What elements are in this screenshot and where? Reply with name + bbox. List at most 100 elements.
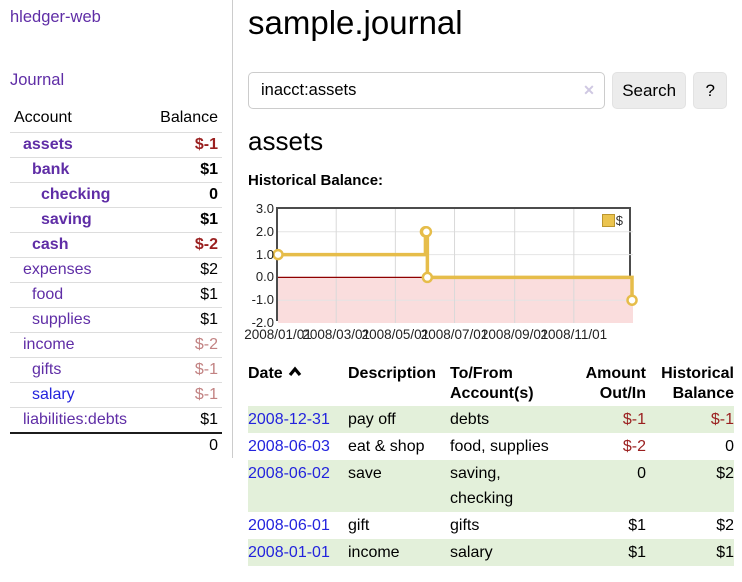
account-balance: $1 bbox=[145, 407, 222, 433]
register-header-date[interactable]: Date bbox=[248, 363, 348, 406]
sidebar-account-link[interactable]: gifts bbox=[32, 361, 62, 378]
register-accounts: gifts bbox=[450, 517, 480, 534]
register-balance: 0 bbox=[725, 438, 734, 455]
account-row: checking 0 bbox=[10, 182, 222, 208]
register-table: Date Description To/From Account(s) Amou… bbox=[248, 363, 734, 566]
account-row: food $1 bbox=[10, 282, 222, 308]
sidebar-account-link[interactable]: assets bbox=[23, 136, 73, 153]
help-button[interactable]: ? bbox=[693, 72, 727, 109]
page-title: sample.journal bbox=[248, 4, 463, 41]
x-tick-label: 2008/07/01 bbox=[420, 327, 489, 342]
account-row: gifts $-1 bbox=[10, 357, 222, 383]
register-row: 2008-06-02 save saving, checking 0 $2 bbox=[248, 460, 734, 512]
historical-balance-chart[interactable]: $ 3.0 2.0 1.0 0.0 -1.0 -2.0 2008/01/01 2008/03… bbox=[244, 201, 718, 349]
register-accounts: food, supplies bbox=[450, 438, 549, 455]
register-header-row: Date Description To/From Account(s) Amou… bbox=[248, 363, 734, 406]
x-tick-label: 2008/11/01 bbox=[540, 327, 608, 342]
register-date-link[interactable]: 2008-06-03 bbox=[248, 438, 330, 455]
register-row: 2008-06-01 gift gifts $1 $2 bbox=[248, 512, 734, 539]
account-balance: $2 bbox=[145, 257, 222, 283]
register-date-link[interactable]: 2008-01-01 bbox=[248, 544, 330, 561]
account-row: saving $1 bbox=[10, 207, 222, 233]
register-description: save bbox=[348, 465, 382, 482]
legend-label: $ bbox=[615, 213, 623, 228]
sidebar: hledger-web Journal Account Balance asse… bbox=[0, 0, 233, 458]
x-tick-label: 2008/03/01 bbox=[302, 327, 370, 342]
sidebar-journal-link[interactable]: Journal bbox=[10, 71, 65, 89]
legend-swatch-icon bbox=[601, 214, 615, 227]
chart-canvas bbox=[272, 209, 638, 323]
sort-ascending-icon bbox=[288, 366, 301, 377]
sidebar-account-link[interactable]: salary bbox=[32, 386, 75, 403]
account-row: salary $-1 bbox=[10, 382, 222, 408]
register-balance: $1 bbox=[716, 544, 734, 561]
register-accounts: debts bbox=[450, 411, 490, 428]
sidebar-account-link[interactable]: supplies bbox=[32, 311, 91, 328]
app-brand-link[interactable]: hledger-web bbox=[10, 8, 101, 26]
sidebar-account-link[interactable]: bank bbox=[32, 161, 70, 178]
y-tick-label: -1.0 bbox=[251, 292, 274, 308]
register-header-balance: Historical Balance bbox=[661, 365, 734, 402]
accounts-total-row: 0 bbox=[10, 432, 222, 458]
account-balance: $-1 bbox=[145, 382, 222, 408]
y-tick-label: 1.0 bbox=[255, 246, 274, 262]
account-row: assets $-1 bbox=[10, 132, 222, 158]
account-balance: 0 bbox=[145, 182, 222, 208]
account-row: cash $-2 bbox=[10, 232, 222, 258]
sidebar-account-link[interactable]: checking bbox=[41, 186, 111, 203]
chart-legend: $ bbox=[601, 213, 623, 228]
chart-title: Historical Balance: bbox=[248, 172, 384, 189]
sidebar-account-link[interactable]: cash bbox=[32, 236, 69, 253]
register-balance: $-1 bbox=[710, 411, 734, 428]
y-tick-label: -2.0 bbox=[251, 315, 274, 330]
x-tick-label: 2008/09/01 bbox=[480, 327, 549, 342]
register-amount: 0 bbox=[637, 465, 646, 482]
account-row: income $-2 bbox=[10, 332, 222, 358]
accounts-header-balance: Balance bbox=[160, 109, 218, 126]
y-tick-label: 3.0 bbox=[255, 201, 274, 216]
register-balance: $2 bbox=[716, 465, 734, 482]
register-date-link[interactable]: 2008-12-31 bbox=[248, 411, 330, 428]
account-balance: $-2 bbox=[145, 332, 222, 358]
register-amount: $1 bbox=[628, 544, 646, 561]
register-header-amount: Amount Out/In bbox=[585, 365, 646, 402]
account-balance: $1 bbox=[145, 307, 222, 333]
search-button[interactable]: Search bbox=[611, 72, 687, 109]
register-date-link[interactable]: 2008-06-01 bbox=[248, 517, 330, 534]
register-description: pay off bbox=[348, 411, 396, 428]
register-header-accounts: To/From Account(s) bbox=[450, 365, 534, 402]
y-tick-label: 2.0 bbox=[255, 223, 274, 239]
register-row: 2008-06-03 eat & shop food, supplies $-2 0 bbox=[248, 433, 734, 460]
y-tick-label: 0.0 bbox=[255, 269, 274, 285]
register-amount: $1 bbox=[628, 517, 646, 534]
account-row: expenses $2 bbox=[10, 257, 222, 283]
register-date-link[interactable]: 2008-06-02 bbox=[248, 465, 330, 482]
account-balance: $-2 bbox=[145, 232, 222, 258]
search-input[interactable] bbox=[248, 72, 605, 109]
accounts-header-row: Account Balance bbox=[10, 107, 222, 133]
register-amount: $-2 bbox=[622, 438, 646, 455]
sidebar-account-link[interactable]: liabilities:debts bbox=[23, 411, 128, 428]
register-accounts: salary bbox=[450, 544, 493, 561]
account-row: bank $1 bbox=[10, 157, 222, 183]
accounts-header-account: Account bbox=[14, 109, 72, 126]
sidebar-account-link[interactable]: income bbox=[23, 336, 75, 353]
hledger-web-page: hledger-web Journal Account Balance asse… bbox=[0, 0, 734, 566]
sidebar-account-link[interactable]: expenses bbox=[23, 261, 92, 278]
register-row: 2008-12-31 pay off debts $-1 $-1 bbox=[248, 406, 734, 433]
accounts-total-balance: 0 bbox=[145, 432, 222, 458]
register-balance: $2 bbox=[716, 517, 734, 534]
register-amount: $-1 bbox=[622, 411, 646, 428]
sidebar-account-link[interactable]: saving bbox=[41, 211, 92, 228]
account-row: liabilities:debts $1 bbox=[10, 407, 222, 433]
register-row: 2008-01-01 income salary $1 $1 bbox=[248, 539, 734, 566]
account-balance: $1 bbox=[145, 282, 222, 308]
clear-search-icon[interactable]: ✕ bbox=[583, 82, 595, 98]
register-accounts: saving, checking bbox=[450, 465, 514, 507]
search-box: ✕ bbox=[248, 72, 605, 109]
search-row: ✕ Search ? bbox=[248, 72, 727, 109]
account-row: supplies $1 bbox=[10, 307, 222, 333]
sidebar-account-link[interactable]: food bbox=[32, 286, 64, 303]
chart-plot-area: $ bbox=[272, 207, 638, 323]
account-heading: assets bbox=[248, 126, 324, 156]
